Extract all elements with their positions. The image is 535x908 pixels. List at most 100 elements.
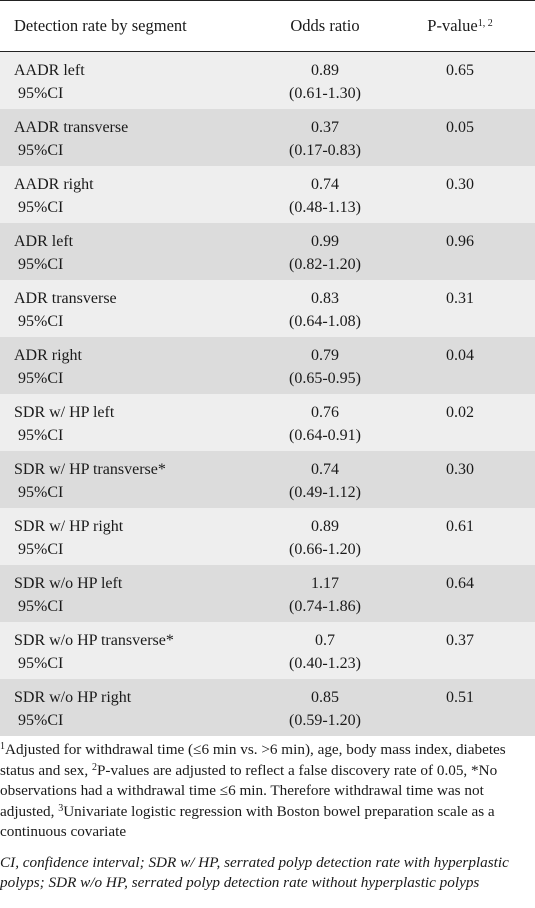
- footnote-text: 1Adjusted for withdrawal time (≤6 min vs…: [0, 740, 527, 843]
- ci-label: 95%CI: [18, 541, 64, 558]
- odds-ratio-value: 0.89: [311, 518, 339, 535]
- segment-label: ADR right: [14, 347, 82, 364]
- footnote-marker-2: 2: [91, 761, 97, 773]
- table-body: AADR left 95%CI 0.89 (0.61-1.30) 0.65 AADR tr…: [0, 52, 535, 736]
- table-row: AADR right 95%CI 0.74 (0.48-1.13) 0.30: [0, 166, 535, 223]
- p-value: 0.30: [446, 461, 474, 478]
- footnote-1: Adjusted for withdrawal time (≤6 min vs.…: [0, 741, 506, 779]
- confidence-interval: (0.17-0.83): [289, 142, 361, 159]
- odds-ratio-value: 0.7: [315, 632, 335, 649]
- p-value: 0.51: [446, 689, 474, 706]
- header-odds-ratio: Odds ratio: [290, 16, 360, 35]
- odds-ratio-cell: 0.85 (0.59-1.20): [265, 686, 385, 732]
- segment-label: SDR w/ HP left: [14, 404, 115, 421]
- table-row: SDR w/ HP left 95%CI 0.76 (0.64-0.91) 0.02: [0, 394, 535, 451]
- header-p-value-superscript: 1, 2: [477, 18, 493, 29]
- table-row: ADR right 95%CI 0.79 (0.65-0.95) 0.04: [0, 337, 535, 394]
- table-footnotes: 1Adjusted for withdrawal time (≤6 min vs…: [0, 736, 535, 894]
- ci-label: 95%CI: [18, 427, 64, 444]
- odds-ratio-cell: 0.89 (0.61-1.30): [265, 59, 385, 105]
- p-value-cell: 0.61: [385, 515, 535, 538]
- segment-label: SDR w/o HP right: [14, 689, 132, 706]
- header-p-value: P-value1, 2: [385, 16, 535, 36]
- p-value: 0.61: [446, 518, 474, 535]
- ci-label: 95%CI: [18, 370, 64, 387]
- confidence-interval: (0.59-1.20): [289, 712, 361, 729]
- p-value-cell: 0.30: [385, 173, 535, 196]
- p-value: 0.64: [446, 575, 474, 592]
- confidence-interval: (0.40-1.23): [289, 655, 361, 672]
- odds-ratio-cell: 0.83 (0.64-1.08): [265, 287, 385, 333]
- ci-label: 95%CI: [18, 256, 64, 273]
- confidence-interval: (0.82-1.20): [289, 256, 361, 273]
- odds-ratio-value: 1.17: [311, 575, 339, 592]
- odds-ratio-cell: 0.7 (0.40-1.23): [265, 629, 385, 675]
- p-value-cell: 0.51: [385, 686, 535, 709]
- table-row: ADR transverse 95%CI 0.83 (0.64-1.08) 0.31: [0, 280, 535, 337]
- p-value: 0.05: [446, 119, 474, 136]
- segment-label: ADR transverse: [14, 290, 117, 307]
- segment-label: SDR w/ HP right: [14, 518, 124, 535]
- odds-ratio-value: 0.83: [311, 290, 339, 307]
- ci-label: 95%CI: [18, 199, 64, 216]
- segment-label: AADR right: [14, 176, 94, 193]
- segment-cell: ADR transverse 95%CI: [0, 287, 265, 333]
- footnote-marker-3: 3: [58, 802, 64, 814]
- odds-ratio-value: 0.85: [311, 689, 339, 706]
- ci-label: 95%CI: [18, 655, 64, 672]
- abbreviations-note: CI, confidence interval; SDR w/ HP, serr…: [0, 853, 509, 892]
- p-value-cell: 0.64: [385, 572, 535, 595]
- odds-ratio-value: 0.79: [311, 347, 339, 364]
- odds-ratio-cell: 0.99 (0.82-1.20): [265, 230, 385, 276]
- p-value-cell: 0.04: [385, 344, 535, 367]
- table-row: SDR w/ HP right 95%CI 0.89 (0.66-1.20) 0.61: [0, 508, 535, 565]
- odds-ratio-cell: 0.74 (0.49-1.12): [265, 458, 385, 504]
- footnote-3: Univariate logistic regression with Bost…: [0, 802, 495, 841]
- segment-label: SDR w/o HP transverse*: [14, 632, 174, 649]
- odds-ratio-cell: 0.76 (0.64-0.91): [265, 401, 385, 447]
- ci-label: 95%CI: [18, 712, 64, 729]
- segment-cell: SDR w/ HP right 95%CI: [0, 515, 265, 561]
- header-p-value-label: P-value: [427, 16, 478, 35]
- p-value-cell: 0.31: [385, 287, 535, 310]
- footnote-marker-1: 1: [0, 741, 5, 752]
- confidence-interval: (0.66-1.20): [289, 541, 361, 558]
- results-table: Detection rate by segment Odds ratio P-v…: [0, 0, 535, 736]
- segment-cell: AADR transverse 95%CI: [0, 116, 265, 162]
- odds-ratio-value: 0.89: [311, 62, 339, 79]
- segment-cell: ADR left 95%CI: [0, 230, 265, 276]
- segment-label: AADR left: [14, 62, 85, 79]
- ci-label: 95%CI: [18, 142, 64, 159]
- p-value: 0.31: [446, 290, 474, 307]
- confidence-interval: (0.64-1.08): [289, 313, 361, 330]
- odds-ratio-value: 0.99: [311, 233, 339, 250]
- odds-ratio-value: 0.74: [311, 461, 339, 478]
- segment-label: ADR left: [14, 233, 74, 250]
- odds-ratio-value: 0.74: [311, 176, 339, 193]
- table-row: ADR left 95%CI 0.99 (0.82-1.20) 0.96: [0, 223, 535, 280]
- p-value: 0.96: [446, 233, 474, 250]
- segment-cell: SDR w/ HP transverse* 95%CI: [0, 458, 265, 504]
- odds-ratio-value: 0.37: [311, 119, 339, 136]
- odds-ratio-cell: 0.89 (0.66-1.20): [265, 515, 385, 561]
- p-value: 0.30: [446, 176, 474, 193]
- segment-label: AADR transverse: [14, 119, 129, 136]
- segment-cell: SDR w/ HP left 95%CI: [0, 401, 265, 447]
- ci-label: 95%CI: [18, 484, 64, 501]
- confidence-interval: (0.61-1.30): [289, 85, 361, 102]
- table-row: SDR w/o HP right 95%CI 0.85 (0.59-1.20) 0.51: [0, 679, 535, 736]
- segment-cell: SDR w/o HP right 95%CI: [0, 686, 265, 732]
- odds-ratio-value: 0.76: [311, 404, 339, 421]
- p-value: 0.65: [446, 62, 474, 79]
- p-value: 0.37: [446, 632, 474, 649]
- odds-ratio-cell: 1.17 (0.74-1.86): [265, 572, 385, 618]
- table-row: SDR w/o HP left 95%CI 1.17 (0.74-1.86) 0.64: [0, 565, 535, 622]
- table-row: AADR left 95%CI 0.89 (0.61-1.30) 0.65: [0, 52, 535, 109]
- p-value: 0.02: [446, 404, 474, 421]
- p-value-cell: 0.37: [385, 629, 535, 652]
- confidence-interval: (0.64-0.91): [289, 427, 361, 444]
- p-value-cell: 0.65: [385, 59, 535, 82]
- table-row: SDR w/o HP transverse* 95%CI 0.7 (0.40-1.23…: [0, 622, 535, 679]
- segment-label: SDR w/ HP transverse*: [14, 461, 166, 478]
- p-value-cell: 0.02: [385, 401, 535, 424]
